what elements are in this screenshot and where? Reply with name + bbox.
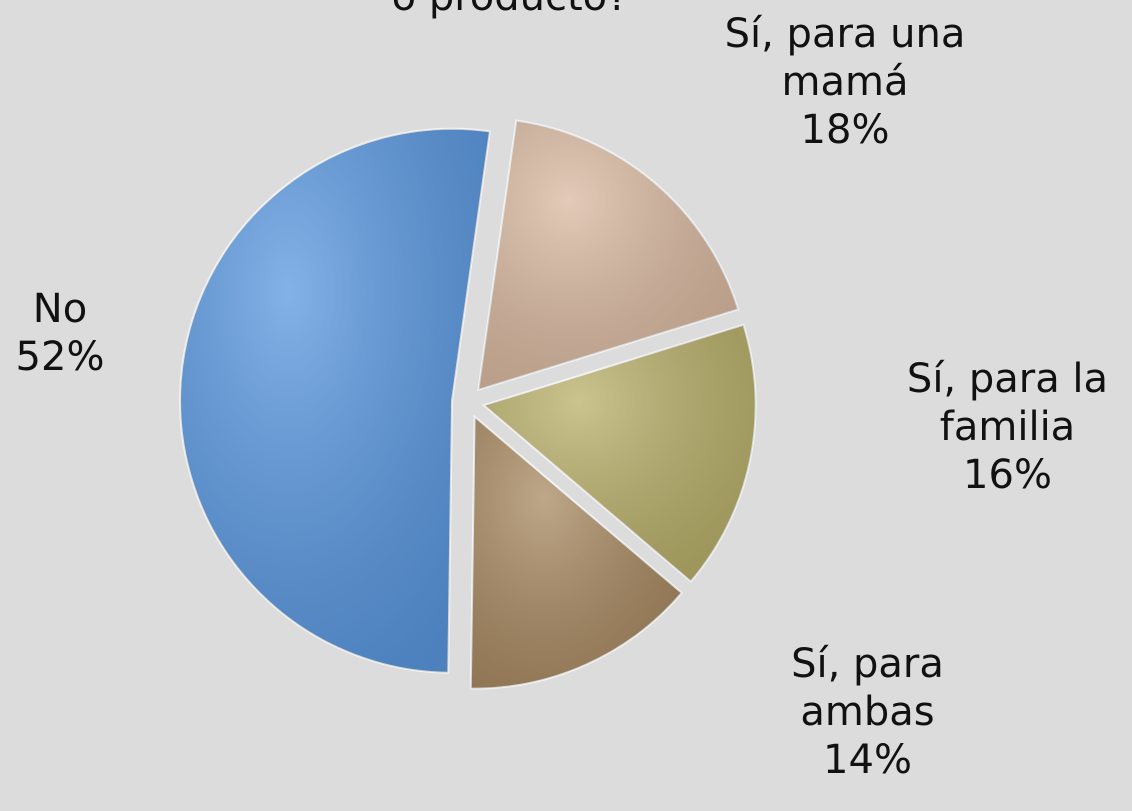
value-label: 18%	[695, 106, 995, 154]
category-label: Sí, para ambas	[760, 640, 975, 736]
value-label: 16%	[870, 451, 1132, 499]
slice-shading	[180, 129, 490, 673]
value-label: 14%	[760, 736, 975, 784]
page: o producto? (() => { const data = JSON.p…	[0, 0, 1132, 811]
category-label: Sí, para la familia	[870, 355, 1132, 451]
category-label: No	[0, 285, 120, 333]
category-label: Sí, para una mamá	[695, 10, 995, 106]
value-label: 52%	[0, 333, 120, 381]
